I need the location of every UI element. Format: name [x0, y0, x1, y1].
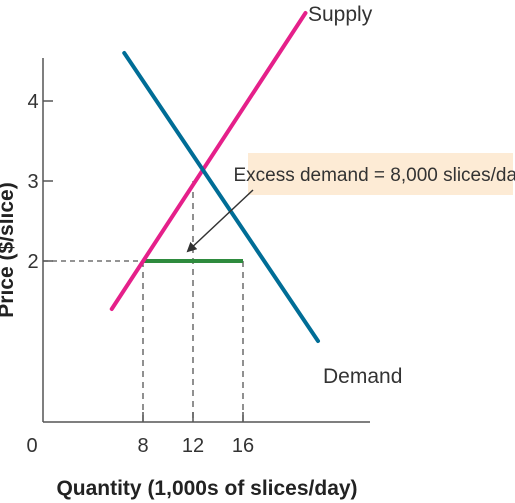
x-tick-label: 16 [232, 435, 254, 457]
origin-label: 0 [26, 435, 37, 457]
supply-label: Supply [308, 3, 373, 26]
annotation-arrow [186, 189, 254, 253]
excess-demand-label-box [248, 153, 513, 195]
x-tick-label: 8 [137, 435, 148, 457]
demand-label: Demand [323, 365, 402, 388]
supply-line [109, 11, 308, 311]
y-tick-label: 4 [27, 91, 38, 113]
y-tick-label: 3 [27, 171, 38, 193]
excess-demand-label: Excess demand = 8,000 slices/day [233, 165, 515, 186]
y-tick-label: 2 [27, 251, 38, 273]
reference-lines [43, 181, 244, 422]
x-axis-title: Quantity (1,000s of slices/day) [56, 477, 357, 500]
y-axis-title: Price ($/slice) [0, 182, 18, 317]
x-tick-label: 12 [182, 435, 204, 457]
demand-line [122, 51, 320, 343]
axis-ticks: 2 3 4 8 12 16 [27, 91, 254, 457]
